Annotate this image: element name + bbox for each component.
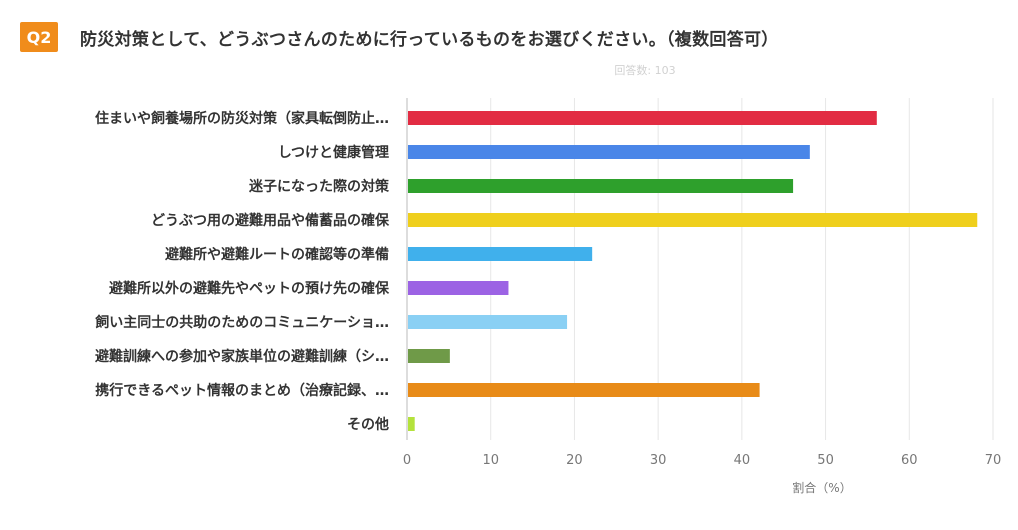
category-label: 避難所や避難ルートの確認等の準備 bbox=[165, 246, 389, 263]
category-label: 携行できるペット情報のまとめ（治療記録、… bbox=[95, 382, 389, 399]
category-label: しつけと健康管理 bbox=[278, 144, 389, 161]
bar[interactable] bbox=[408, 383, 760, 397]
category-label: 避難所以外の避難先やペットの預け先の確保 bbox=[109, 280, 390, 297]
bar[interactable] bbox=[408, 315, 568, 329]
x-tick-label: 70 bbox=[985, 453, 1002, 468]
x-tick-label: 50 bbox=[817, 453, 834, 468]
category-label: その他 bbox=[347, 416, 389, 433]
question-number-badge: Q2 bbox=[20, 22, 58, 52]
bar[interactable] bbox=[408, 281, 509, 295]
chart-subtitle: 回答数: 103 bbox=[614, 63, 675, 77]
x-tick-label: 30 bbox=[650, 453, 667, 468]
question-header: Q2 防災対策として、どうぶつさんのために行っているものをお選びください。（複数… bbox=[20, 22, 779, 52]
bar[interactable] bbox=[408, 179, 794, 193]
bar[interactable] bbox=[408, 247, 593, 261]
bar[interactable] bbox=[408, 417, 415, 431]
x-tick-label: 40 bbox=[734, 453, 751, 468]
x-axis-title: 割合（%） bbox=[792, 480, 851, 495]
category-label: 迷子になった際の対策 bbox=[248, 178, 390, 195]
bar[interactable] bbox=[408, 349, 450, 363]
bar[interactable] bbox=[408, 145, 810, 159]
question-title: 防災対策として、どうぶつさんのために行っているものをお選びください。（複数回答可… bbox=[80, 29, 779, 50]
category-label: 避難訓練への参加や家族単位の避難訓練（シ… bbox=[95, 348, 389, 365]
category-label: どうぶつ用の避難用品や備蓄品の確保 bbox=[151, 212, 390, 229]
x-tick-label: 10 bbox=[482, 453, 499, 468]
bar-chart: 住まいや飼養場所の防災対策（家具転倒防止… しつけと健康管理迷子になった際の対策ど… bbox=[94, 63, 1002, 495]
x-tick-label: 0 bbox=[403, 453, 411, 468]
bar[interactable] bbox=[408, 111, 877, 125]
category-label: 住まいや飼養場所の防災対策（家具転倒防止… bbox=[95, 110, 389, 127]
x-tick-label: 20 bbox=[566, 453, 583, 468]
bar[interactable] bbox=[408, 213, 978, 227]
category-label: 飼い主同士の共助のためのコミュニケーショ… bbox=[94, 314, 389, 331]
x-tick-label: 60 bbox=[901, 453, 918, 468]
chart-container: 住まいや飼養場所の防災対策（家具転倒防止… しつけと健康管理迷子になった際の対策ど… bbox=[0, 60, 1018, 530]
